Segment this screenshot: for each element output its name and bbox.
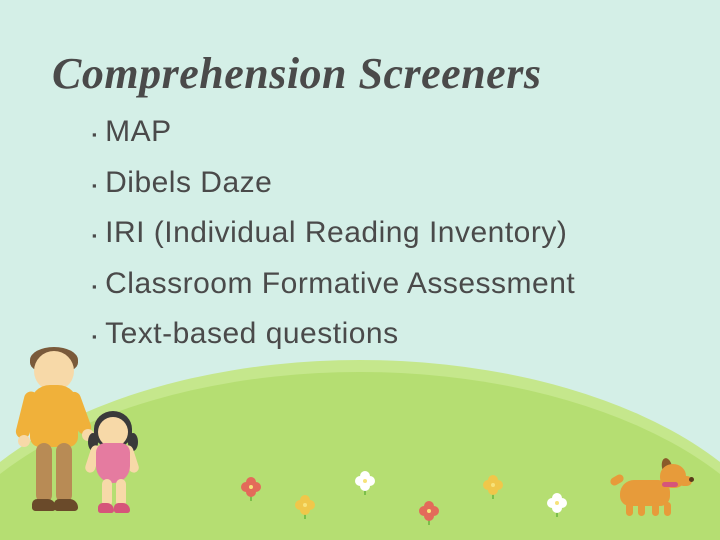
people-illustration: [16, 351, 141, 526]
bullet-item: ▪ Dibels Daze: [92, 163, 660, 204]
dog-nose: [689, 477, 694, 482]
bullet-marker-icon: ▪: [92, 227, 97, 245]
dog-leg: [638, 502, 645, 516]
flower-icon: [300, 500, 310, 510]
bullet-text: MAP: [105, 112, 660, 153]
bullet-item: ▪ MAP: [92, 112, 660, 153]
bullet-marker-icon: ▪: [92, 126, 97, 144]
bullet-item: ▪ IRI (Individual Reading Inventory): [92, 213, 660, 254]
bullet-text: Text-based questions: [105, 314, 660, 355]
girl-shoe: [98, 503, 114, 513]
bullet-marker-icon: ▪: [92, 177, 97, 195]
slide: Comprehension Screeners ▪ MAP ▪ Dibels D…: [0, 0, 720, 540]
bullet-item: ▪ Text-based questions: [92, 314, 660, 355]
flower-icon: [246, 482, 256, 492]
flower-icon: [488, 480, 498, 490]
bullet-marker-icon: ▪: [92, 328, 97, 346]
man-shoe: [54, 499, 78, 511]
man-leg: [36, 443, 52, 503]
bullet-text: Classroom Formative Assessment: [105, 264, 660, 305]
flower-icon: [552, 498, 562, 508]
bullet-marker-icon: ▪: [92, 278, 97, 296]
bullet-text: Dibels Daze: [105, 163, 660, 204]
dog-leg: [626, 502, 633, 516]
girl-body: [96, 443, 130, 483]
girl-shoe: [114, 503, 130, 513]
dog-collar: [662, 482, 678, 487]
dog-leg: [652, 502, 659, 516]
man-hand: [18, 435, 30, 447]
bullet-text: IRI (Individual Reading Inventory): [105, 213, 660, 254]
dog-leg: [664, 502, 671, 516]
flower-icon: [424, 506, 434, 516]
slide-title: Comprehension Screeners: [52, 48, 541, 99]
man-body: [30, 385, 78, 447]
dog-illustration: [612, 458, 692, 518]
man-leg: [56, 443, 72, 503]
man-shoe: [32, 499, 56, 511]
flower-icon: [360, 476, 370, 486]
bullet-list: ▪ MAP ▪ Dibels Daze ▪ IRI (Individual Re…: [92, 112, 660, 365]
bullet-item: ▪ Classroom Formative Assessment: [92, 264, 660, 305]
